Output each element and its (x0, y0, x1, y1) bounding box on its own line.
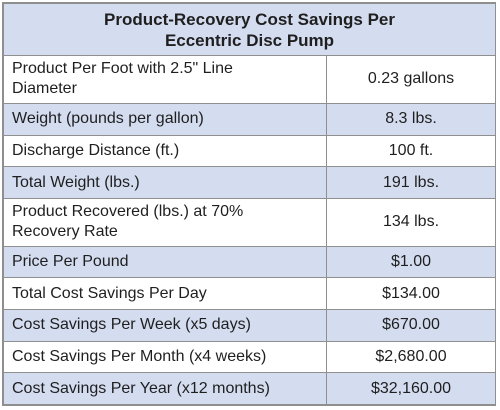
row-label-line-2: Diameter (12, 80, 77, 98)
row-value: $32,160.00 (325, 372, 497, 405)
row-label: Discharge Distance (ft.) (3, 134, 327, 168)
table-title-line-2: Eccentric Disc Pump (164, 30, 335, 50)
row-label: Price Per Pound (3, 245, 327, 279)
row-value: $134.00 (325, 277, 497, 311)
row-label: Cost Savings Per Month (x4 weeks) (3, 340, 327, 374)
table-row: Cost Savings Per Month (x4 weeks) $2,680… (3, 340, 497, 374)
row-value: 134 lbs. (325, 197, 497, 247)
row-value: $670.00 (325, 309, 497, 342)
row-label: Cost Savings Per Week (x5 days) (3, 309, 327, 342)
table-row: Cost Savings Per Year (x12 months) $32,1… (3, 372, 497, 405)
row-label-line-1: Product Recovered (lbs.) at 70% (12, 203, 244, 221)
cost-savings-grid: Product-Recovery Cost Savings Per Eccent… (2, 3, 497, 405)
row-value: $2,680.00 (325, 340, 497, 374)
table-title: Product-Recovery Cost Savings Per Eccent… (2, 3, 497, 56)
row-value: 0.23 gallons (325, 55, 497, 104)
row-value: 100 ft. (325, 134, 497, 168)
row-label-line-2: Recovery Rate (12, 223, 118, 241)
table-header-row: Product-Recovery Cost Savings Per Eccent… (2, 3, 497, 56)
table-row: Cost Savings Per Week (x5 days) $670.00 (3, 309, 497, 342)
row-label: Cost Savings Per Year (x12 months) (3, 372, 327, 405)
table-title-line-1: Product-Recovery Cost Savings Per (104, 9, 395, 29)
row-value: 8.3 lbs. (325, 102, 497, 136)
table-row: Product Per Foot with 2.5" Line Diameter… (3, 55, 497, 104)
cost-savings-table: Product-Recovery Cost Savings Per Eccent… (2, 2, 497, 406)
row-label: Total Cost Savings Per Day (3, 277, 327, 311)
row-value: $1.00 (325, 245, 497, 279)
table-row: Total Weight (lbs.) 191 lbs. (3, 166, 497, 199)
row-label: Product Per Foot with 2.5" Line Diameter (3, 55, 327, 104)
row-label: Product Recovered (lbs.) at 70% Recovery… (3, 197, 327, 247)
row-label-line-1: Product Per Foot with 2.5" Line (12, 60, 233, 78)
row-value: 191 lbs. (325, 166, 497, 199)
row-label: Total Weight (lbs.) (3, 166, 327, 199)
table-row: Price Per Pound $1.00 (3, 245, 497, 279)
row-label: Weight (pounds per gallon) (3, 102, 327, 136)
table-row: Weight (pounds per gallon) 8.3 lbs. (3, 102, 497, 136)
table-row: Discharge Distance (ft.) 100 ft. (3, 134, 497, 168)
table-row: Product Recovered (lbs.) at 70% Recovery… (3, 197, 497, 247)
table-row: Total Cost Savings Per Day $134.00 (3, 277, 497, 311)
